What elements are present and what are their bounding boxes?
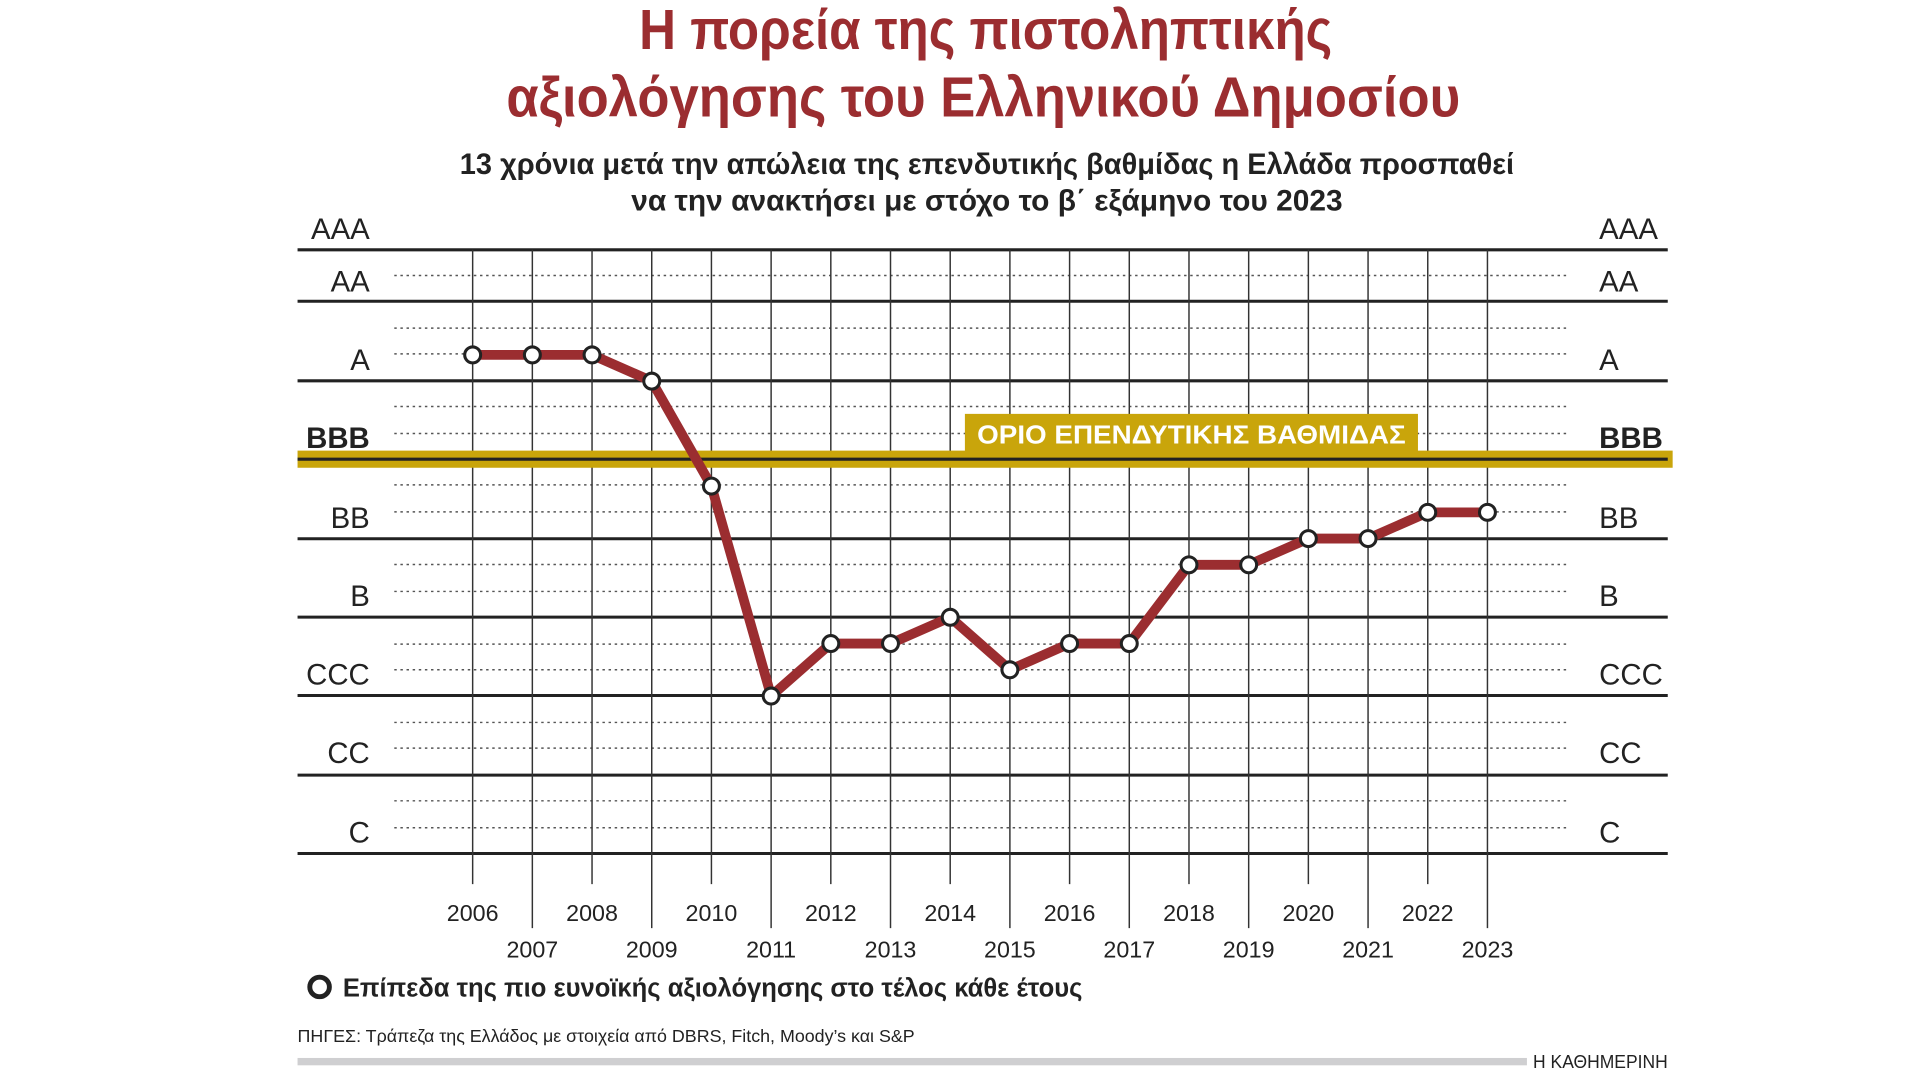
x-tick-label: 2018 — [1163, 900, 1215, 926]
x-tick-label: 2011 — [746, 937, 796, 963]
y-tick-label-left: AA — [331, 265, 371, 298]
data-point — [522, 345, 542, 365]
threshold-label-box — [964, 413, 1418, 454]
chart-title-line-1: Η πορεία της πιστοληπτικής — [639, 0, 1332, 61]
x-tick-label: 2010 — [686, 900, 738, 926]
data-point — [642, 371, 662, 391]
chart-title-line-2: αξιολόγησης του Ελληνικού Δημοσίου — [506, 65, 1460, 128]
x-tick-label: 2020 — [1283, 900, 1335, 926]
data-point — [1298, 529, 1318, 549]
data-point — [1239, 555, 1259, 575]
y-tick-label-left: BBB — [306, 422, 370, 455]
x-tick-label: 2015 — [984, 937, 1036, 963]
x-tick-label: 2017 — [1103, 937, 1155, 963]
y-tick-label-left: CC — [327, 737, 369, 770]
x-tick-label: 2008 — [566, 900, 618, 926]
y-tick-label-right: AAA — [1599, 213, 1658, 246]
data-point — [1179, 555, 1199, 575]
y-tick-label-right: CC — [1599, 737, 1641, 770]
data-point — [1418, 502, 1438, 522]
x-tick-label: 2009 — [626, 937, 678, 963]
series-rating — [463, 345, 1497, 706]
chart-subtitle-line-1: 13 χρόνια μετά την απώλεια της επενδυτικ… — [460, 148, 1514, 181]
data-point — [940, 607, 960, 627]
y-tick-label-right: B — [1599, 580, 1619, 613]
x-tick-label: 2022 — [1402, 900, 1454, 926]
x-tick-label: 2013 — [865, 937, 917, 963]
brand-logo: Η ΚΑΘΗΜΕΡΙΝΗ — [1533, 1051, 1668, 1072]
x-tick-label: 2012 — [805, 900, 857, 926]
y-tick-label-right: AA — [1599, 265, 1639, 298]
x-tick-label: 2006 — [447, 900, 499, 926]
x-axis-labels: 2006 2007 2008 2009 2010 2011 2012 2013 2014 2015… — [447, 900, 1514, 963]
y-tick-label-right: C — [1599, 816, 1620, 849]
data-point — [1060, 634, 1080, 654]
data-point — [881, 634, 900, 654]
threshold-label: ΟΡΙΟ ΕΠΕΝΔΥΤΙΚΗΣ ΒΑΘΜΙΔΑΣ — [977, 421, 1406, 449]
x-tick-label: 2016 — [1044, 900, 1096, 926]
y-tick-label-right: BBB — [1599, 422, 1663, 455]
legend-label: Επίπεδα της πιο ευνοϊκής αξιολόγησης στο… — [343, 975, 1083, 1003]
data-point — [1477, 502, 1497, 522]
y-tick-label-right: A — [1599, 344, 1619, 377]
data-point — [821, 634, 841, 654]
y-tick-label-left: BB — [331, 502, 370, 535]
y-tick-label-left: CCC — [306, 658, 370, 691]
sources-note: ΠΗΓΕΣ: Τράπεζα της Ελλάδος με στοιχεία α… — [298, 1026, 915, 1046]
chart-subtitle-line-2: να την ανακτήσει με στόχο το β΄ εξάμηνο … — [631, 185, 1342, 218]
data-point — [582, 345, 602, 365]
x-tick-label: 2019 — [1223, 937, 1275, 963]
series-line — [472, 349, 1488, 701]
footer-bar — [297, 1057, 1527, 1066]
y-tick-label-left: B — [350, 580, 370, 613]
x-tick-label: 2014 — [924, 900, 976, 926]
data-point — [701, 476, 721, 496]
data-point — [1358, 529, 1378, 549]
x-tick-label: 2007 — [506, 937, 558, 963]
y-tick-label-left: AAA — [311, 213, 370, 246]
data-point — [1000, 660, 1020, 680]
y-tick-label-right: CCC — [1599, 658, 1663, 691]
y-tick-label-left: A — [350, 344, 370, 377]
legend-marker — [307, 974, 332, 1000]
x-tick-label: 2023 — [1462, 937, 1514, 963]
data-point — [1119, 634, 1139, 654]
data-point — [761, 686, 781, 706]
y-tick-label-right: BB — [1599, 502, 1638, 535]
x-tick-label: 2021 — [1342, 937, 1394, 963]
y-tick-label-left: C — [349, 816, 370, 849]
data-point — [463, 345, 483, 365]
